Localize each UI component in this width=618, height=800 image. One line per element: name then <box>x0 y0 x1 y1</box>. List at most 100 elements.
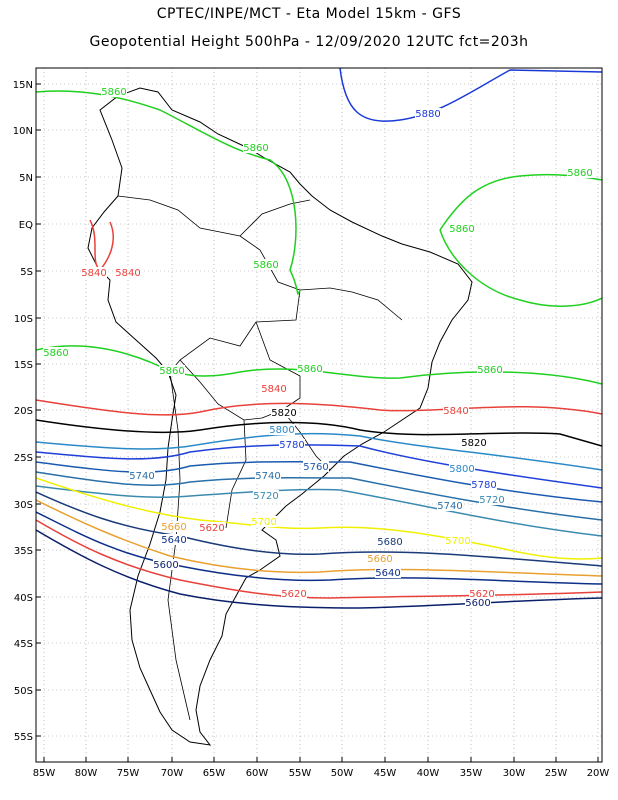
contour-5880 <box>339 68 602 122</box>
contour-label: 5860 <box>101 87 126 98</box>
contour-label-bg <box>271 407 297 418</box>
contour-label-bg <box>367 553 393 564</box>
contour-label-bg <box>477 364 503 375</box>
contour-label-bg <box>465 597 491 608</box>
contour-label: 5840 <box>115 268 140 279</box>
lon-tick-label: 25W <box>545 768 568 779</box>
contour-label: 5800 <box>269 425 294 436</box>
contour-label: 5740 <box>437 501 462 512</box>
contour-label: 5860 <box>297 364 322 375</box>
contour-label-bg <box>161 521 187 532</box>
contour-5840 <box>89 219 114 272</box>
contour-5860 <box>36 90 301 295</box>
contour-label-bg <box>445 535 471 546</box>
contour-5680 <box>36 491 602 567</box>
contour-5600 <box>36 529 602 609</box>
lon-tick-label: 55W <box>289 768 312 779</box>
contour-5640 <box>36 511 602 585</box>
contour-label: 5720 <box>479 495 504 506</box>
lon-tick-label: 40W <box>417 768 440 779</box>
contour-label-bg <box>437 500 463 511</box>
contour-label: 5840 <box>81 268 106 279</box>
lat-tick-label: 25S <box>14 453 33 464</box>
contour-label: 5840 <box>443 406 468 417</box>
contour-label-bg <box>567 167 593 178</box>
contour-label-bg <box>199 522 225 533</box>
lat-tick-label: 15N <box>13 80 33 91</box>
lon-tick-label: 50W <box>331 768 354 779</box>
contour-label-bg <box>281 588 307 599</box>
contour-label-bg <box>115 267 141 278</box>
lon-tick-label: 75W <box>117 768 140 779</box>
contour-label-bg <box>43 347 69 358</box>
contour-label: 5740 <box>129 471 154 482</box>
contour-label-bg <box>159 365 185 376</box>
contour-label: 5700 <box>251 517 276 528</box>
contour-label-bg <box>471 479 497 490</box>
contour-5720 <box>36 485 602 537</box>
contour-label-bg <box>129 470 155 481</box>
contour-label: 5660 <box>367 554 392 565</box>
contour-label-bg <box>81 267 107 278</box>
contour-label-bg <box>269 424 295 435</box>
contour-label: 5600 <box>153 560 178 571</box>
lat-tick-label: 15S <box>14 360 33 371</box>
contour-label: 5740 <box>255 471 280 482</box>
contour-label: 5660 <box>161 522 186 533</box>
map-title-line2: Geopotential Height 500hPa - 12/09/2020 … <box>89 34 529 50</box>
lon-tick-label: 35W <box>460 768 483 779</box>
lat-tick-label: 55S <box>14 732 33 743</box>
contour-5660 <box>36 499 602 577</box>
lon-tick-label: 30W <box>503 768 526 779</box>
lat-tick-label: 10N <box>13 126 33 137</box>
contour-label: 5820 <box>461 438 486 449</box>
contour-5860 <box>439 229 602 307</box>
contour-5860 <box>439 173 602 231</box>
contour-label-bg <box>161 534 187 545</box>
contour-label-bg <box>469 588 495 599</box>
contour-label-bg <box>243 142 269 153</box>
contour-label: 5860 <box>253 260 278 271</box>
contour-label-bg <box>375 567 401 578</box>
map-gridlines <box>36 68 602 762</box>
contour-label: 5780 <box>471 480 496 491</box>
lat-tick-label: 30S <box>14 500 33 511</box>
contour-label: 5620 <box>199 523 224 534</box>
contour-label-bg <box>253 490 279 501</box>
contour-5840 <box>36 399 602 416</box>
contour-label: 5860 <box>43 348 68 359</box>
lon-tick-label: 65W <box>203 768 226 779</box>
contour-label: 5860 <box>567 168 592 179</box>
contour-label-bg <box>377 536 403 547</box>
contour-label: 5840 <box>261 384 286 395</box>
lon-tick-label: 45W <box>374 768 397 779</box>
lat-tick-label: EQ <box>19 220 33 231</box>
lon-tick-label: 60W <box>246 768 269 779</box>
lat-tick-label: 5S <box>20 267 33 278</box>
map-frame <box>35 67 603 763</box>
contour-label: 5800 <box>449 464 474 475</box>
contour-5700 <box>36 477 602 560</box>
lat-tick-label: 20S <box>14 406 33 417</box>
lon-tick-label: 80W <box>75 768 98 779</box>
contour-label-bg <box>251 516 277 527</box>
contour-label: 5860 <box>449 224 474 235</box>
lon-tick-label: 85W <box>33 768 56 779</box>
contour-label: 5700 <box>445 536 470 547</box>
contour-label: 5860 <box>159 366 184 377</box>
contour-label: 5640 <box>375 568 400 579</box>
contour-label-bg <box>101 86 127 97</box>
contour-label: 5780 <box>279 440 304 451</box>
contour-label-bg <box>153 559 179 570</box>
contour-label: 5760 <box>303 462 328 473</box>
lat-tick-label: 50S <box>14 686 33 697</box>
contour-label-bg <box>255 470 281 481</box>
contour-label: 5860 <box>477 365 502 376</box>
lat-tick-label: 45S <box>14 639 33 650</box>
contour-label: 5620 <box>281 589 306 600</box>
contour-label-bg <box>449 463 475 474</box>
contour-label: 5880 <box>415 109 440 120</box>
map-title-line1: CPTEC/INPE/MCT - Eta Model 15km - GFS <box>156 6 462 22</box>
contour-label-bg <box>253 259 279 270</box>
